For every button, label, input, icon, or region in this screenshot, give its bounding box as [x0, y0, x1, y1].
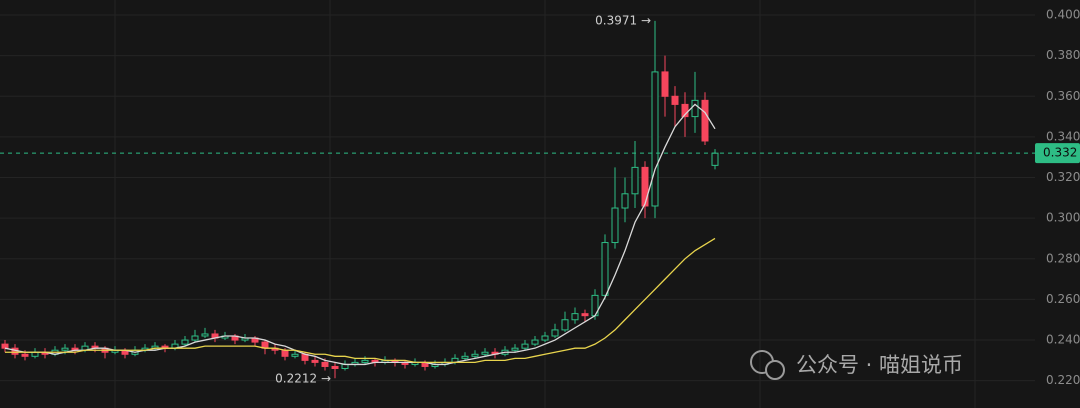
candle-body	[651, 71, 659, 207]
watermark-text: 公众号 · 喵姐说币	[796, 353, 963, 377]
candle-body	[681, 103, 689, 118]
candle-body	[531, 339, 539, 345]
candle-body	[581, 313, 589, 317]
candle-body	[281, 349, 289, 357]
candle-body	[191, 335, 199, 341]
candle-body	[711, 152, 719, 166]
candle-body	[641, 166, 649, 207]
y-tick-label: 0.380	[1046, 48, 1080, 62]
candle-body	[1, 343, 9, 349]
candle-body	[601, 242, 609, 296]
candle-body	[201, 333, 209, 337]
candle-body	[511, 347, 519, 351]
candle-body	[321, 361, 329, 367]
y-tick-label: 0.320	[1046, 170, 1080, 184]
y-tick-label: 0.300	[1046, 211, 1080, 225]
y-tick-label: 0.220	[1046, 373, 1080, 387]
candle-body	[461, 355, 469, 359]
candle-body	[701, 99, 709, 142]
candle-body	[661, 71, 669, 97]
ma-line	[5, 237, 716, 364]
candle-body	[611, 207, 619, 244]
candle-body	[691, 99, 699, 118]
candle-body	[291, 353, 299, 357]
y-tick-label: 0.260	[1046, 292, 1080, 306]
y-tick-label: 0.280	[1046, 251, 1080, 265]
candle-body	[631, 166, 639, 195]
candle-body	[481, 351, 489, 355]
candle-body	[471, 353, 479, 357]
y-tick-label: 0.240	[1046, 333, 1080, 347]
candle-body	[521, 343, 529, 349]
candle-body	[331, 365, 339, 369]
candle-body	[561, 319, 569, 331]
candle-body	[311, 359, 319, 363]
candle-body	[181, 339, 189, 345]
candle-body	[21, 353, 29, 357]
watermark: 公众号 · 喵姐说币	[750, 350, 963, 380]
high-annotation: 0.3971 →	[595, 13, 651, 27]
candle-body	[361, 359, 369, 363]
current-price-tag	[1035, 143, 1080, 164]
current-price-label: 0.332	[1043, 146, 1077, 160]
low-annotation: 0.2212 →	[275, 372, 331, 386]
y-tick-label: 0.340	[1046, 129, 1080, 143]
y-tick-label: 0.400	[1046, 8, 1080, 22]
candle-body	[621, 193, 629, 209]
watermark-icon	[765, 360, 785, 380]
candle-body	[571, 313, 579, 321]
candle-body	[61, 347, 69, 351]
y-tick-label: 0.360	[1046, 89, 1080, 103]
candle-body	[541, 335, 549, 341]
candle-body	[551, 329, 559, 337]
candle-body	[671, 95, 679, 105]
